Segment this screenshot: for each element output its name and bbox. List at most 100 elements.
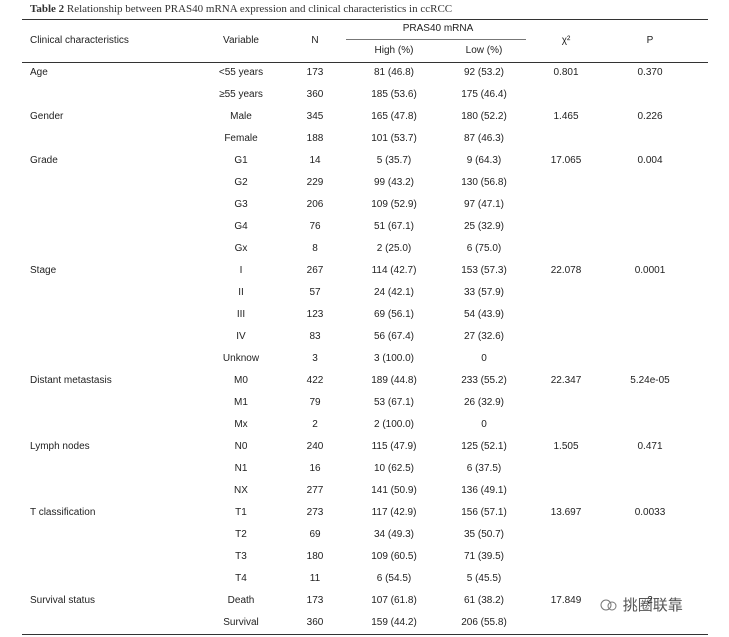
n-cell: 188: [306, 133, 324, 144]
characteristic: Gender: [30, 111, 64, 122]
variable-cell: II: [238, 287, 244, 298]
variable-cell: T2: [235, 529, 247, 540]
low-cell: 0: [481, 419, 487, 430]
high-cell: 2 (25.0): [376, 243, 412, 254]
n-cell: 57: [309, 287, 321, 298]
chi2-cell: 1.465: [553, 111, 579, 122]
high-cell: 10 (62.5): [373, 463, 415, 474]
high-cell: 69 (56.1): [373, 309, 415, 320]
n-cell: 123: [306, 309, 324, 320]
low-cell: 5 (45.5): [466, 573, 502, 584]
variable-cell: ≥55 years: [219, 89, 263, 100]
header-cell: Variable: [223, 35, 259, 46]
variable-cell: III: [236, 309, 246, 320]
n-cell: 173: [306, 595, 324, 606]
low-cell: 180 (52.2): [461, 111, 507, 122]
high-cell: 107 (61.8): [371, 595, 417, 606]
n-cell: 180: [306, 551, 324, 562]
low-cell: 54 (43.9): [463, 309, 505, 320]
group-rule: [346, 39, 526, 40]
low-cell: 92 (53.2): [463, 67, 505, 78]
high-cell: 5 (35.7): [376, 155, 412, 166]
chi2-cell: 22.078: [550, 265, 582, 276]
variable-cell: M1: [234, 397, 248, 408]
p-cell: 0.0033: [634, 507, 666, 518]
low-cell: 97 (47.1): [463, 199, 505, 210]
n-cell: 16: [309, 463, 321, 474]
high-cell: 6 (54.5): [376, 573, 412, 584]
high-cell: 3 (100.0): [373, 353, 415, 364]
n-cell: 173: [306, 67, 324, 78]
variable-cell: Unknow: [222, 353, 260, 364]
n-cell: 69: [309, 529, 321, 540]
high-cell: 2 (100.0): [373, 419, 415, 430]
variable-cell: Male: [230, 111, 252, 122]
high-cell: 81 (46.8): [373, 67, 415, 78]
high-cell: 117 (42.9): [371, 507, 417, 518]
low-cell: 27 (32.6): [463, 331, 505, 342]
n-cell: 229: [306, 177, 324, 188]
low-cell: 9 (64.3): [466, 155, 502, 166]
n-cell: 8: [312, 243, 318, 254]
chi2-cell: 13.697: [550, 507, 582, 518]
chi2-cell: 17.065: [550, 155, 582, 166]
high-cell: 51 (67.1): [373, 221, 415, 232]
low-cell: 35 (50.7): [463, 529, 505, 540]
low-cell: 33 (57.9): [463, 287, 505, 298]
high-cell: 109 (52.9): [371, 199, 417, 210]
variable-cell: G3: [234, 199, 248, 210]
high-cell: 189 (44.8): [371, 375, 417, 386]
watermark-text: 挑圈联靠: [622, 596, 683, 614]
n-cell: 76: [309, 221, 321, 232]
low-cell: 156 (57.1): [461, 507, 507, 518]
title-text: Relationship between PRAS40 mRNA express…: [66, 3, 453, 15]
variable-cell: M0: [234, 375, 248, 386]
header-rule: [22, 62, 708, 63]
high-cell: 56 (67.4): [373, 331, 415, 342]
header-cell: Low (%): [465, 45, 503, 56]
n-cell: 360: [306, 617, 324, 628]
variable-cell: Death: [227, 595, 255, 606]
variable-cell: N1: [234, 463, 248, 474]
n-cell: 83: [309, 331, 321, 342]
header-cell: High (%): [374, 45, 414, 56]
n-cell: 206: [306, 199, 324, 210]
high-cell: 109 (60.5): [371, 551, 417, 562]
variable-cell: Female: [224, 133, 258, 144]
high-cell: 165 (47.8): [371, 111, 417, 122]
high-cell: 34 (49.3): [373, 529, 415, 540]
high-cell: 115 (47.9): [371, 441, 417, 452]
n-cell: 267: [306, 265, 324, 276]
variable-cell: <55 years: [218, 67, 264, 78]
variable-cell: IV: [236, 331, 246, 342]
characteristic: Grade: [30, 155, 58, 166]
variable-cell: T4: [235, 573, 247, 584]
low-cell: 136 (49.1): [461, 485, 507, 496]
header-cell: χ²: [561, 35, 571, 46]
table-title: Table 2 Relationship between PRAS40 mRNA…: [30, 3, 452, 15]
low-cell: 61 (38.2): [463, 595, 505, 606]
header-cell: N: [311, 35, 319, 46]
title-label: Table 2: [30, 3, 65, 15]
high-cell: 114 (42.7): [371, 265, 417, 276]
high-cell: 159 (44.2): [371, 617, 417, 628]
variable-cell: G4: [234, 221, 248, 232]
variable-cell: N0: [234, 441, 248, 452]
high-cell: 101 (53.7): [371, 133, 417, 144]
high-cell: 24 (42.1): [373, 287, 415, 298]
p-cell: 2: [647, 595, 653, 606]
n-cell: 360: [306, 89, 324, 100]
low-cell: 6 (75.0): [466, 243, 502, 254]
low-cell: 233 (55.2): [461, 375, 507, 386]
p-cell: 0.471: [637, 441, 663, 452]
chi2-cell: 1.505: [553, 441, 579, 452]
high-cell: 185 (53.6): [371, 89, 417, 100]
characteristic: T classification: [30, 507, 96, 518]
n-cell: 79: [309, 397, 321, 408]
low-cell: 26 (32.9): [463, 397, 505, 408]
bottom-rule: [22, 634, 708, 635]
chi2-cell: 22.347: [550, 375, 582, 386]
low-cell: 206 (55.8): [461, 617, 507, 628]
n-cell: 345: [306, 111, 324, 122]
